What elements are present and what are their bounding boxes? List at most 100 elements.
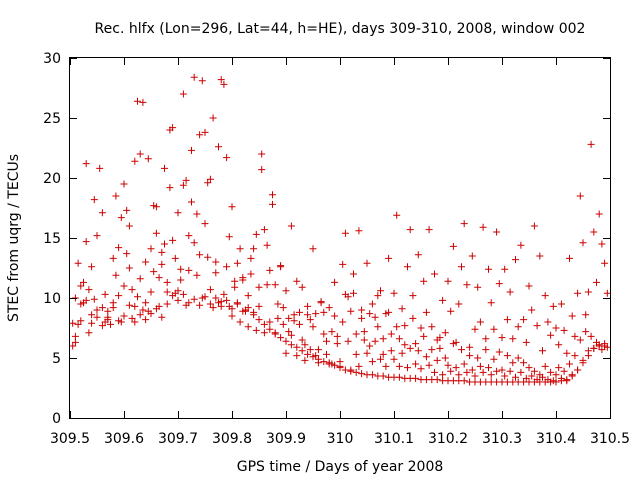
data-point — [471, 372, 479, 380]
data-point — [287, 222, 295, 230]
data-point — [312, 310, 320, 318]
data-point — [201, 293, 209, 301]
data-point — [185, 266, 193, 274]
data-point — [409, 314, 417, 322]
data-point — [449, 242, 457, 250]
data-point — [293, 343, 301, 351]
data-point — [298, 347, 306, 355]
data-point — [466, 343, 474, 351]
data-point — [528, 372, 536, 380]
data-point — [125, 301, 133, 309]
data-point — [412, 360, 420, 368]
data-point — [217, 76, 225, 84]
data-point — [304, 350, 312, 358]
data-point — [395, 362, 403, 370]
data-point — [395, 335, 403, 343]
data-point — [260, 320, 268, 328]
data-point — [228, 312, 236, 320]
data-point — [436, 344, 444, 352]
data-point — [169, 236, 177, 244]
x-tick-label: 309.8 — [212, 431, 252, 447]
data-point — [306, 346, 314, 354]
data-point — [201, 128, 209, 136]
data-point — [333, 332, 341, 340]
data-point — [512, 373, 519, 381]
x-tick-label: 310.2 — [428, 431, 468, 447]
data-point — [225, 233, 233, 241]
data-point — [584, 352, 592, 360]
data-point — [285, 328, 293, 336]
data-point — [328, 328, 336, 336]
data-point — [306, 316, 314, 324]
data-point — [255, 316, 263, 324]
data-point — [120, 282, 128, 290]
data-point — [331, 361, 339, 369]
data-point — [425, 226, 433, 234]
data-point — [74, 320, 82, 328]
data-point — [90, 196, 98, 204]
data-point — [498, 334, 506, 342]
data-point — [360, 328, 368, 336]
data-point — [555, 341, 563, 349]
data-point — [220, 80, 228, 88]
data-point — [266, 266, 274, 274]
data-point — [93, 232, 101, 240]
data-point — [279, 304, 287, 312]
data-point — [171, 254, 179, 262]
data-point — [447, 307, 455, 315]
data-point — [598, 240, 606, 248]
data-point — [93, 313, 101, 321]
data-point — [115, 244, 123, 252]
data-point — [374, 323, 382, 331]
data-point — [463, 281, 471, 289]
data-point — [236, 245, 244, 253]
data-point — [350, 270, 357, 278]
data-point — [147, 288, 155, 296]
data-point — [387, 347, 395, 355]
data-point — [271, 281, 279, 289]
data-point — [485, 364, 492, 372]
data-point — [601, 259, 609, 267]
data-point — [309, 323, 317, 331]
data-point — [536, 252, 544, 260]
data-point — [188, 146, 195, 154]
data-point — [385, 308, 393, 316]
data-point — [417, 324, 425, 332]
data-point — [360, 336, 368, 344]
data-point — [77, 282, 85, 290]
data-point — [282, 337, 290, 345]
y-axis-label: STEC from uqrg / TECUs — [6, 154, 22, 322]
data-point — [555, 364, 563, 372]
data-point — [598, 346, 606, 354]
data-point — [147, 245, 155, 253]
data-point — [593, 278, 600, 286]
data-point — [298, 283, 306, 291]
data-point — [350, 289, 357, 297]
data-point — [190, 239, 198, 247]
y-tick-label: 25 — [43, 111, 61, 127]
data-point — [258, 150, 266, 158]
data-point — [368, 300, 376, 308]
data-point — [576, 192, 584, 200]
y-axis: 0 5 10 15 20 25 30 — [43, 51, 610, 427]
data-point — [358, 306, 366, 314]
data-point — [169, 292, 177, 300]
data-point — [574, 289, 582, 297]
data-point — [363, 349, 371, 357]
data-point — [517, 241, 525, 249]
data-point — [358, 370, 366, 378]
data-point — [395, 373, 403, 381]
data-point — [228, 203, 236, 211]
data-point — [258, 166, 266, 174]
data-point — [279, 320, 287, 328]
data-point — [355, 227, 363, 235]
data-point — [152, 229, 160, 237]
data-point — [98, 322, 106, 330]
data-point — [474, 354, 482, 362]
data-point — [296, 308, 303, 316]
data-point — [104, 316, 112, 324]
y-tick-label: 15 — [43, 231, 61, 247]
x-tick-label: 310 — [327, 431, 354, 447]
data-point — [196, 131, 204, 139]
data-point — [393, 211, 401, 219]
